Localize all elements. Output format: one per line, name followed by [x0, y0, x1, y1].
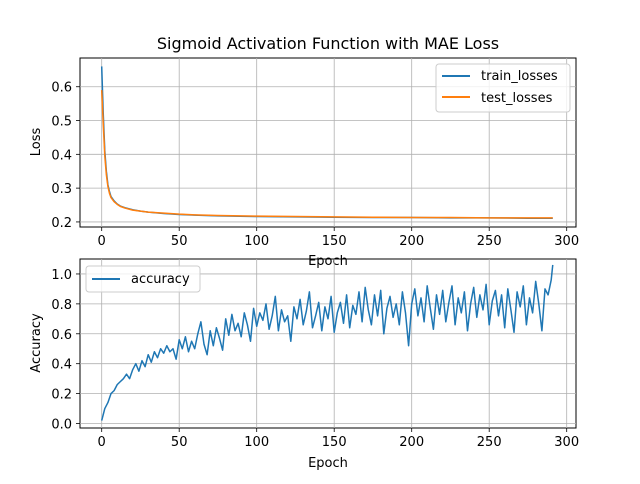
accuracy-y-tick-label: 1.0: [51, 268, 72, 283]
loss-y-tick-label: 0.3: [51, 182, 72, 197]
accuracy-x-tick-label: 0: [98, 435, 106, 450]
accuracy-ticks: 0 50 100 150 200 250 300 0.0 0.2 0.4 0.6 0.8 1.0: [51, 268, 579, 450]
accuracy-grid: [80, 259, 576, 428]
loss-x-tick-label: 150: [322, 234, 347, 249]
loss-ticks: 0 50 100 150 200 250 300 0.2 0.3 0.4 0.5 0.6: [51, 81, 579, 249]
accuracy-x-tick-label: 100: [244, 435, 269, 450]
loss-y-tick-label: 0.2: [51, 216, 72, 231]
loss-grid: [80, 58, 576, 227]
series-line-test-losses: [100, 90, 553, 219]
accuracy-x-tick-label: 200: [399, 435, 424, 450]
chart-title: Sigmoid Activation Function with MAE Los…: [157, 34, 499, 53]
loss-y-tick-label: 0.4: [51, 148, 72, 163]
accuracy-y-tick-label: 0.6: [51, 328, 72, 343]
accuracy-y-tick-label: 0.8: [51, 298, 72, 313]
accuracy-legend: accuracy: [85, 265, 201, 293]
accuracy-y-tick-label: 0.0: [51, 418, 72, 433]
legend-label-train-losses: train_losses: [481, 69, 558, 84]
accuracy-plot-frame: [79, 258, 577, 429]
loss-x-axis-label: Epoch: [308, 254, 348, 269]
loss-x-tick-label: 100: [244, 234, 269, 249]
loss-x-tick-label: 50: [171, 234, 188, 249]
loss-series-lines: [100, 66, 553, 219]
accuracy-series-lines: [100, 264, 554, 421]
legend-label-test-losses: test_losses: [481, 91, 553, 106]
loss-y-axis-label: Loss: [29, 128, 44, 157]
loss-legend: train_losses test_losses: [435, 63, 571, 113]
accuracy-y-axis-label: Accuracy: [29, 313, 44, 373]
accuracy-x-tick-label: 150: [322, 435, 347, 450]
accuracy-chart: 0 50 100 150 200 250 300 0.0 0.2 0.4 0.6 0.8 1.0 Acc…: [29, 258, 579, 471]
accuracy-y-tick-label: 0.2: [51, 388, 72, 403]
loss-chart: 0 50 100 150 200 250 300 0.2 0.3 0.4 0.5 0.6 Loss E…: [29, 57, 579, 269]
accuracy-y-tick-label: 0.4: [51, 358, 72, 373]
loss-x-tick-label: 0: [98, 234, 106, 249]
loss-x-tick-label: 300: [554, 234, 579, 249]
loss-y-tick-label: 0.5: [51, 115, 72, 130]
series-line-accuracy: [100, 264, 554, 421]
accuracy-x-tick-label: 250: [477, 435, 502, 450]
accuracy-x-tick-label: 300: [554, 435, 579, 450]
accuracy-x-axis-label: Epoch: [308, 456, 348, 471]
loss-x-tick-label: 250: [477, 234, 502, 249]
loss-y-tick-label: 0.6: [51, 81, 72, 96]
legend-label-accuracy: accuracy: [131, 272, 190, 287]
loss-plot-frame: [79, 57, 577, 228]
accuracy-x-tick-label: 50: [171, 435, 188, 450]
accuracy-legend-box: [85, 265, 201, 293]
loss-x-tick-label: 200: [399, 234, 424, 249]
